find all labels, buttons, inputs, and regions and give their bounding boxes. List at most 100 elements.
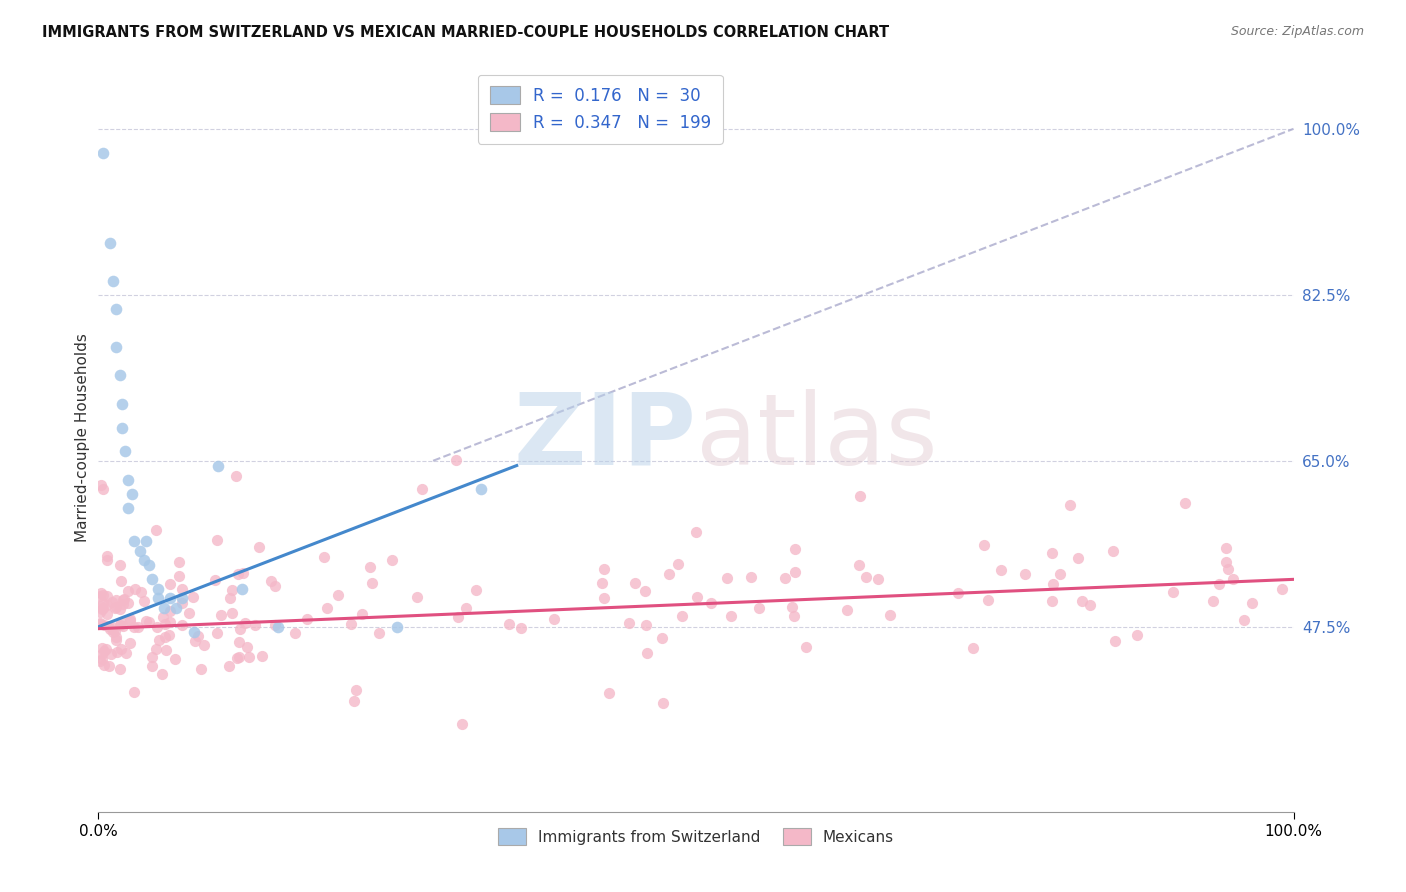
Point [591,575,613,590]
Text: atlas: atlas [696,389,938,485]
Point [89,617,111,632]
Point [785,542,807,557]
Point [122,619,145,633]
Point [170,582,193,596]
Point [184,634,207,648]
Point [598,686,620,700]
Point [252,649,274,664]
Point [848,558,870,573]
Point [1216,562,1239,576]
Point [98,622,121,636]
Point [264,617,287,632]
Point [108,558,131,572]
Point [108,368,131,383]
Point [361,576,384,591]
Point [105,630,128,644]
Point [720,609,742,624]
Point [96,598,118,612]
Text: IMMIGRANTS FROM SWITZERLAND VS MEXICAN MARRIED-COUPLE HOUSEHOLDS CORRELATION CHA: IMMIGRANTS FROM SWITZERLAND VS MEXICAN M… [42,25,890,40]
Point [193,638,215,652]
Point [172,617,194,632]
Point [181,590,204,604]
Point [110,618,132,632]
Point [165,600,187,615]
Point [96,553,118,567]
Point [315,601,337,615]
Point [152,609,174,624]
Point [105,340,128,354]
Point [636,618,658,632]
Point [866,572,889,586]
Point [1233,613,1256,627]
Point [498,617,520,632]
Point [633,584,655,599]
Point [636,647,658,661]
Point [129,584,152,599]
Point [284,626,307,640]
Point [221,582,243,597]
Point [593,591,616,606]
Point [231,582,253,596]
Point [91,641,114,656]
Point [98,658,121,673]
Point [155,616,177,631]
Point [148,591,170,606]
Point [110,642,132,657]
Point [209,608,232,623]
Point [159,577,181,591]
Point [91,651,114,665]
Point [112,592,135,607]
Point [111,592,134,607]
Point [148,633,170,648]
Point [221,606,243,620]
Legend: Immigrants from Switzerland, Mexicans: Immigrants from Switzerland, Mexicans [491,821,901,853]
Point [170,596,193,610]
Point [100,647,122,661]
Point [243,618,266,632]
Point [1271,582,1294,596]
Point [183,624,205,639]
Point [1042,577,1064,591]
Point [101,274,124,288]
Point [218,659,240,673]
Point [1163,585,1185,599]
Point [1040,546,1063,560]
Point [190,662,212,676]
Point [90,478,112,492]
Point [91,145,114,160]
Point [385,620,409,634]
Point [104,624,127,639]
Point [1067,550,1090,565]
Point [91,483,114,497]
Point [129,544,152,558]
Point [105,301,128,316]
Point [619,616,641,631]
Point [89,654,111,668]
Point [259,574,281,588]
Point [1174,496,1197,510]
Point [146,620,169,634]
Point [135,534,157,549]
Point [110,662,132,676]
Point [1059,498,1081,512]
Point [135,614,157,628]
Point [110,574,132,588]
Point [990,563,1012,577]
Point [464,582,486,597]
Point [1208,576,1230,591]
Point [114,444,136,458]
Point [623,576,645,591]
Point [340,616,363,631]
Text: ZIP: ZIP [513,389,696,485]
Point [159,604,181,618]
Point [685,524,707,539]
Point [879,607,901,622]
Point [96,607,118,621]
Point [89,615,111,630]
Point [238,649,260,664]
Point [101,624,124,639]
Point [96,549,118,563]
Point [205,533,228,548]
Point [108,602,131,616]
Point [152,666,174,681]
